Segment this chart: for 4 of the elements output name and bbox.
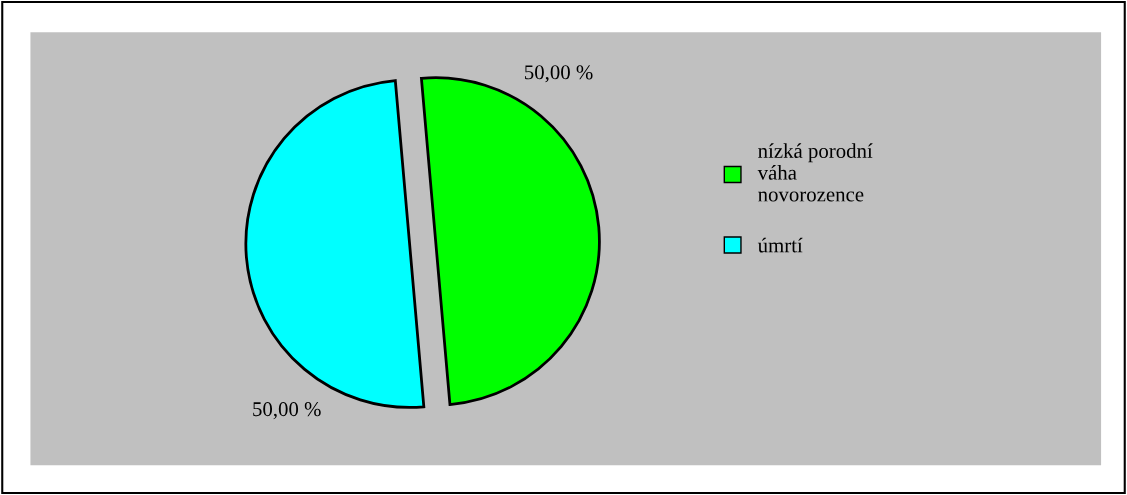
- data-label: 50,00 %: [253, 402, 321, 420]
- legend-label: nízká porodní váha novorozence: [757, 143, 873, 202]
- legend-label: úmrtí: [757, 237, 803, 253]
- data-label: 50,00 %: [525, 65, 593, 83]
